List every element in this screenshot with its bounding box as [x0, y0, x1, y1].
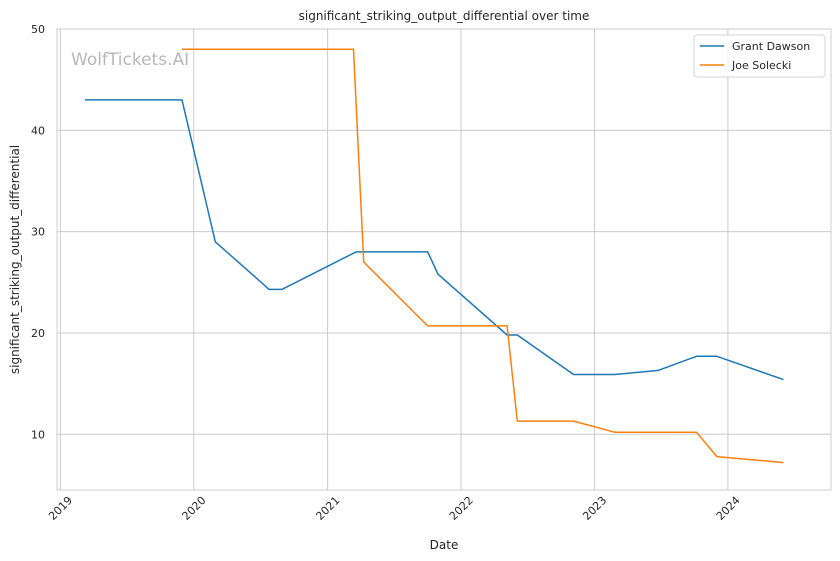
y-tick-label: 30	[31, 226, 45, 239]
series-layer	[84, 48, 784, 464]
y-axis-ticks: 10 20 30 40 50	[31, 23, 45, 441]
plot-area-frame	[56, 28, 832, 491]
x-tick-label: 2020	[180, 494, 209, 523]
gridlines	[57, 28, 831, 490]
x-tick-label: 2021	[313, 494, 342, 523]
x-tick-label: 2019	[46, 494, 75, 523]
y-tick-label: 50	[31, 23, 45, 36]
y-tick-label: 40	[31, 124, 45, 137]
legend-box	[693, 34, 826, 78]
watermark: WolfTickets.AI	[71, 50, 189, 70]
series-line-joe-solecki	[182, 48, 784, 464]
x-axis-ticks: 2019 2020 2021 2022 2023 2024	[46, 494, 743, 523]
x-tick-label: 2024	[714, 494, 743, 523]
x-tick-label: 2023	[580, 494, 609, 523]
x-axis-label: Date	[430, 538, 459, 552]
legend-label: Joe Solecki	[731, 59, 791, 72]
y-axis-label: significant_striking_output_differential	[8, 145, 22, 374]
legend: Grant Dawson Joe Solecki	[693, 34, 826, 78]
series-line-grant-dawson	[84, 99, 784, 381]
chart-title: significant_striking_output_differential…	[299, 9, 590, 23]
y-tick-label: 10	[31, 428, 45, 441]
y-tick-label: 20	[31, 327, 45, 340]
x-tick-label: 2022	[447, 494, 476, 523]
legend-label: Grant Dawson	[732, 40, 810, 53]
